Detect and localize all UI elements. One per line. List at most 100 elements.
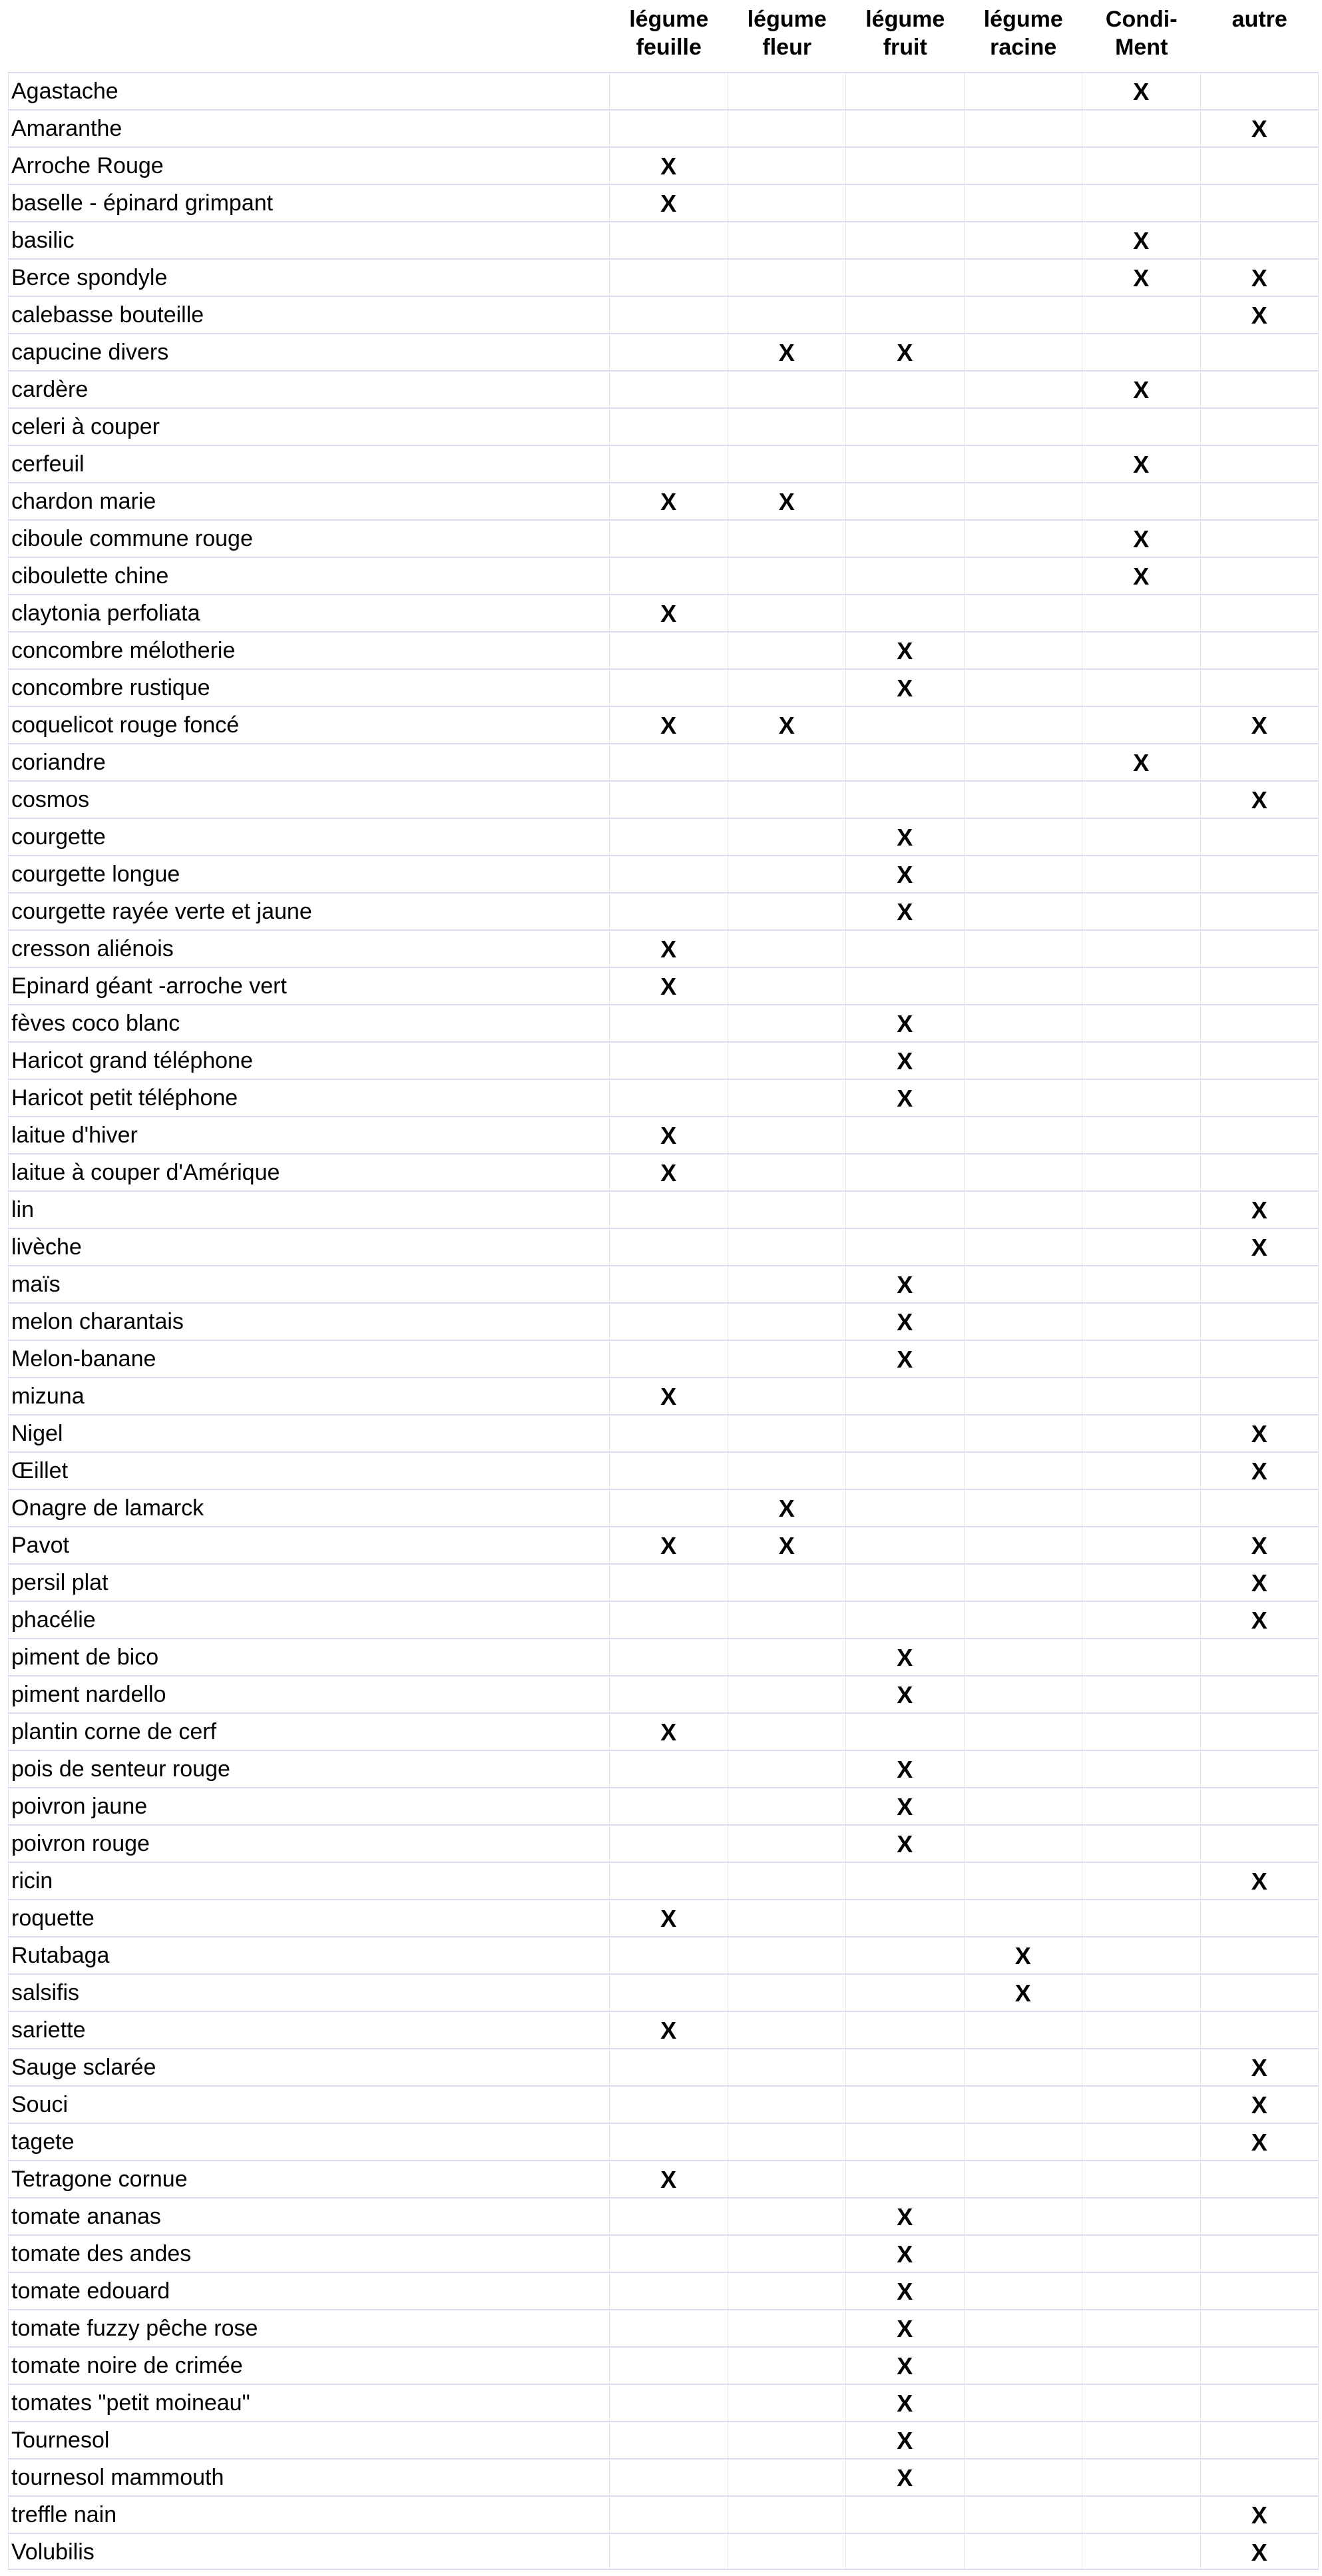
category-mark-cell[interactable] (1082, 2310, 1201, 2346)
category-mark-cell[interactable] (1082, 2049, 1201, 2085)
plant-name-cell[interactable]: tomate noire de crimée (8, 2348, 610, 2384)
category-mark-cell[interactable] (965, 595, 1082, 631)
category-mark-cell[interactable] (1082, 334, 1201, 370)
plant-name-cell[interactable]: Sauge sclarée (8, 2049, 610, 2085)
category-mark-cell[interactable] (728, 446, 846, 482)
category-mark-cell[interactable] (1201, 1639, 1319, 1675)
category-mark-cell[interactable]: X (846, 2236, 965, 2272)
category-mark-cell[interactable]: X (610, 1117, 728, 1153)
category-mark-cell[interactable] (846, 1490, 965, 1526)
category-mark-cell[interactable] (728, 148, 846, 184)
category-mark-cell[interactable] (846, 372, 965, 407)
category-mark-cell[interactable] (846, 1975, 965, 2011)
category-mark-cell[interactable] (1082, 894, 1201, 929)
category-mark-cell[interactable] (1082, 1714, 1201, 1750)
plant-name-cell[interactable]: cosmos (8, 782, 610, 818)
category-mark-cell[interactable]: X (846, 1751, 965, 1787)
category-mark-cell[interactable] (728, 2497, 846, 2533)
category-mark-cell[interactable] (846, 931, 965, 967)
category-mark-cell[interactable] (610, 1416, 728, 1451)
category-mark-cell[interactable] (846, 2161, 965, 2197)
category-mark-cell[interactable] (1082, 707, 1201, 743)
plant-name-cell[interactable]: Amaranthe (8, 111, 610, 146)
plant-name-cell[interactable]: livèche (8, 1229, 610, 1265)
category-mark-cell[interactable]: X (1201, 111, 1319, 146)
category-mark-cell[interactable] (1082, 2385, 1201, 2421)
category-mark-cell[interactable]: X (846, 2459, 965, 2495)
plant-name-cell[interactable]: capucine divers (8, 334, 610, 370)
category-mark-cell[interactable]: X (846, 2273, 965, 2309)
category-mark-cell[interactable]: X (1201, 1416, 1319, 1451)
plant-name-cell[interactable]: Haricot grand téléphone (8, 1043, 610, 1079)
category-mark-cell[interactable] (846, 222, 965, 258)
category-mark-cell[interactable] (846, 1192, 965, 1228)
column-header[interactable]: autre (1231, 7, 1287, 32)
category-mark-cell[interactable] (846, 1714, 965, 1750)
category-mark-cell[interactable] (1201, 1080, 1319, 1116)
category-mark-cell[interactable] (610, 2534, 728, 2569)
category-mark-cell[interactable]: X (1082, 260, 1201, 296)
category-mark-cell[interactable] (728, 1714, 846, 1750)
category-mark-cell[interactable] (610, 2385, 728, 2421)
category-mark-cell[interactable] (728, 297, 846, 333)
plant-name-cell[interactable]: claytonia perfoliata (8, 595, 610, 631)
category-mark-cell[interactable] (728, 2161, 846, 2197)
category-mark-cell[interactable] (610, 222, 728, 258)
plant-name-cell[interactable]: courgette rayée verte et jaune (8, 894, 610, 929)
category-mark-cell[interactable] (728, 1676, 846, 1712)
category-mark-cell[interactable]: X (846, 334, 965, 370)
category-mark-cell[interactable] (728, 2236, 846, 2272)
category-mark-cell[interactable] (1082, 1751, 1201, 1787)
category-mark-cell[interactable]: X (610, 1378, 728, 1414)
category-mark-cell[interactable]: X (610, 185, 728, 221)
category-mark-cell[interactable]: X (610, 707, 728, 743)
category-mark-cell[interactable] (965, 446, 1082, 482)
category-mark-cell[interactable] (728, 111, 846, 146)
category-mark-cell[interactable] (728, 372, 846, 407)
category-mark-cell[interactable] (965, 2198, 1082, 2234)
category-mark-cell[interactable] (965, 1490, 1082, 1526)
category-mark-cell[interactable]: X (610, 1900, 728, 1936)
category-mark-cell[interactable] (846, 1229, 965, 1265)
category-mark-cell[interactable] (965, 297, 1082, 333)
category-mark-cell[interactable] (965, 2459, 1082, 2495)
category-mark-cell[interactable] (965, 856, 1082, 892)
category-mark-cell[interactable] (1082, 2198, 1201, 2234)
category-mark-cell[interactable] (610, 1192, 728, 1228)
plant-name-cell[interactable]: Tournesol (8, 2422, 610, 2458)
category-mark-cell[interactable] (1082, 1378, 1201, 1414)
category-mark-cell[interactable]: X (846, 2422, 965, 2458)
category-mark-cell[interactable] (1201, 483, 1319, 519)
category-mark-cell[interactable] (728, 521, 846, 557)
category-mark-cell[interactable] (846, 1378, 965, 1414)
category-mark-cell[interactable] (610, 2497, 728, 2533)
category-mark-cell[interactable] (1201, 1490, 1319, 1526)
category-mark-cell[interactable] (965, 2348, 1082, 2384)
category-mark-cell[interactable]: X (846, 2348, 965, 2384)
plant-name-cell[interactable]: poivron jaune (8, 1788, 610, 1824)
category-mark-cell[interactable]: X (728, 334, 846, 370)
category-mark-cell[interactable] (1082, 931, 1201, 967)
plant-name-cell[interactable]: coriandre (8, 744, 610, 780)
category-mark-cell[interactable]: X (610, 483, 728, 519)
category-mark-cell[interactable] (728, 1565, 846, 1601)
category-mark-cell[interactable] (1201, 2348, 1319, 2384)
category-mark-cell[interactable] (728, 2273, 846, 2309)
category-mark-cell[interactable] (1082, 1826, 1201, 1862)
category-mark-cell[interactable] (728, 931, 846, 967)
category-mark-cell[interactable] (846, 1565, 965, 1601)
category-mark-cell[interactable] (1201, 2459, 1319, 2495)
category-mark-cell[interactable] (965, 1714, 1082, 1750)
category-mark-cell[interactable] (846, 2534, 965, 2569)
category-mark-cell[interactable] (965, 1266, 1082, 1302)
category-mark-cell[interactable] (965, 111, 1082, 146)
category-mark-cell[interactable] (965, 1639, 1082, 1675)
category-mark-cell[interactable] (1201, 633, 1319, 668)
plant-name-cell[interactable]: melon charantais (8, 1304, 610, 1340)
category-mark-cell[interactable] (965, 2534, 1082, 2569)
category-mark-cell[interactable] (1082, 2087, 1201, 2123)
category-mark-cell[interactable] (1201, 222, 1319, 258)
category-mark-cell[interactable] (610, 2049, 728, 2085)
category-mark-cell[interactable] (965, 1080, 1082, 1116)
category-mark-cell[interactable] (610, 2087, 728, 2123)
